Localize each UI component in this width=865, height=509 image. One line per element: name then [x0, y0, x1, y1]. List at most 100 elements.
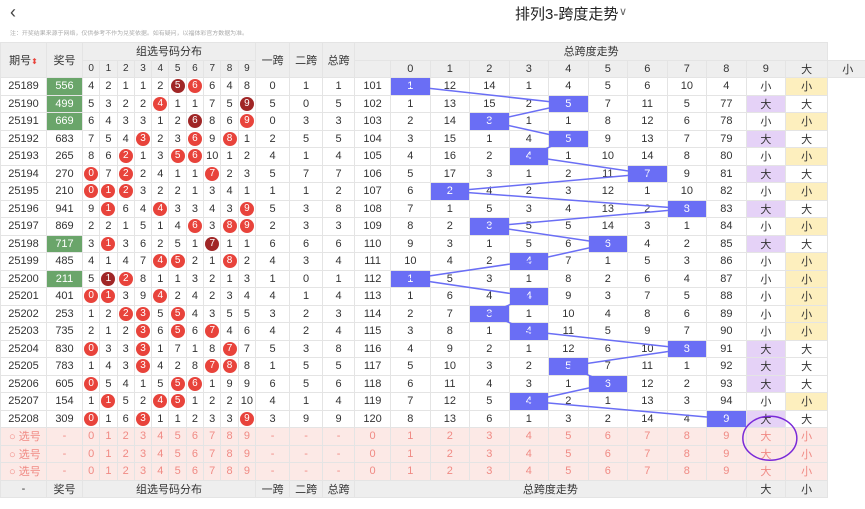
- select-digit-8[interactable]: 8: [221, 428, 238, 446]
- select-label-cell[interactable]: ○ 选号: [1, 445, 47, 463]
- select-digit-9[interactable]: 9: [238, 428, 255, 446]
- trend-miss: 89: [720, 308, 732, 320]
- select-digit-4[interactable]: 4: [152, 428, 169, 446]
- select-big: 大: [760, 431, 771, 443]
- trend-count-cell: 117: [355, 358, 391, 376]
- select-digit-5[interactable]: 5: [169, 428, 186, 446]
- chevron-down-icon[interactable]: ∨: [619, 5, 627, 18]
- select-trend-2[interactable]: 2: [430, 445, 470, 463]
- select-trend-7[interactable]: 7: [628, 463, 668, 481]
- select-digit-4[interactable]: 4: [152, 445, 169, 463]
- select-trend-2[interactable]: 2: [430, 463, 470, 481]
- page-title[interactable]: 排列3-跨度走势: [515, 3, 618, 24]
- select-trend-8[interactable]: 8: [667, 428, 707, 446]
- select-trend-7[interactable]: 7: [628, 445, 668, 463]
- small-cell: 大: [786, 358, 828, 376]
- select-trend-1[interactable]: 1: [391, 428, 431, 446]
- select-small-cell[interactable]: 小: [786, 445, 828, 463]
- total-span-cell: 4: [323, 253, 355, 271]
- select-trend-7[interactable]: 7: [628, 428, 668, 446]
- select-trend-1[interactable]: 1: [391, 463, 431, 481]
- select-digit-7[interactable]: 7: [204, 445, 221, 463]
- select-digit-0[interactable]: 0: [83, 463, 100, 481]
- issue-cell: 25197: [1, 218, 47, 236]
- radio-icon[interactable]: ○: [9, 466, 16, 478]
- big-small-value: 小: [760, 221, 771, 233]
- select-digit-2[interactable]: 2: [117, 445, 134, 463]
- select-trend-4[interactable]: 4: [509, 463, 549, 481]
- select-small-cell[interactable]: 小: [786, 463, 828, 481]
- select-digit-1[interactable]: 1: [100, 445, 117, 463]
- radio-icon[interactable]: ○: [9, 431, 16, 443]
- select-big-cell[interactable]: 大: [746, 445, 786, 463]
- select-digit-1[interactable]: 1: [100, 463, 117, 481]
- select-big-cell[interactable]: 大: [746, 463, 786, 481]
- select-digit-2[interactable]: 2: [117, 428, 134, 446]
- select-digit-0[interactable]: 0: [83, 445, 100, 463]
- select-trend-5[interactable]: 5: [549, 463, 589, 481]
- select-trend-6[interactable]: 6: [588, 428, 628, 446]
- select-trend-3[interactable]: 3: [470, 445, 510, 463]
- prize-cell: 556: [47, 78, 83, 96]
- select-digit: 4: [157, 465, 163, 477]
- select-digit-8[interactable]: 8: [221, 445, 238, 463]
- trend-cell-6: 2: [588, 270, 628, 288]
- total-span-header: 总跨: [328, 55, 350, 67]
- select-digit-8[interactable]: 8: [221, 463, 238, 481]
- select-trend-8[interactable]: 8: [667, 445, 707, 463]
- select-trend-3[interactable]: 3: [470, 463, 510, 481]
- select-digit-6[interactable]: 6: [186, 445, 203, 463]
- select-trend-1[interactable]: 1: [391, 445, 431, 463]
- select-trend-0[interactable]: 0: [355, 428, 391, 446]
- select-digit-4[interactable]: 4: [152, 463, 169, 481]
- select-digit-3[interactable]: 3: [134, 445, 151, 463]
- select-trend-0[interactable]: 0: [355, 445, 391, 463]
- select-digit-1[interactable]: 1: [100, 428, 117, 446]
- select-trend-6[interactable]: 6: [588, 445, 628, 463]
- radio-icon[interactable]: ○: [9, 449, 16, 461]
- select-trend-9[interactable]: 9: [707, 445, 747, 463]
- issue-number: 25207: [8, 395, 39, 407]
- select-digit-3[interactable]: 3: [134, 463, 151, 481]
- two-span-cell: 3: [290, 218, 323, 236]
- select-row[interactable]: ○ 选号 -0 1 2 3 4 5 6 7 8 9- - -0 1 2 3 4 5 6 7 8 9 大小: [1, 428, 865, 446]
- select-trend-8[interactable]: 8: [667, 463, 707, 481]
- select-trend-9[interactable]: 9: [707, 463, 747, 481]
- total-span: 5: [336, 133, 342, 145]
- select-label-cell[interactable]: ○ 选号: [1, 463, 47, 481]
- select-trend-3[interactable]: 3: [470, 428, 510, 446]
- select-trend-5[interactable]: 5: [549, 428, 589, 446]
- trend-cell-2: 11: [430, 375, 470, 393]
- select-trend-4[interactable]: 4: [509, 445, 549, 463]
- select-digit-7[interactable]: 7: [204, 428, 221, 446]
- select-digit-0[interactable]: 0: [83, 428, 100, 446]
- select-trend-4[interactable]: 4: [509, 428, 549, 446]
- select-digit-2[interactable]: 2: [117, 463, 134, 481]
- select-small-cell[interactable]: 小: [786, 428, 828, 446]
- select-digit-9[interactable]: 9: [238, 463, 255, 481]
- hit-ball: 6: [188, 219, 202, 233]
- select-digit-6[interactable]: 6: [186, 428, 203, 446]
- sort-icon[interactable]: ⬍: [31, 57, 38, 66]
- trend-miss: 94: [720, 395, 732, 407]
- select-trend-2[interactable]: 2: [430, 428, 470, 446]
- issue-column-header[interactable]: 期号⬍: [1, 43, 47, 78]
- dist-cell-0: 1: [83, 305, 100, 323]
- back-icon[interactable]: ‹: [10, 2, 16, 23]
- select-big-cell[interactable]: 大: [746, 428, 786, 446]
- select-digit-3[interactable]: 3: [134, 428, 151, 446]
- select-row[interactable]: ○ 选号 -0 1 2 3 4 5 6 7 8 9- - -0 1 2 3 4 5 6 7 8 9 大小: [1, 445, 865, 463]
- select-digit-7[interactable]: 7: [204, 463, 221, 481]
- select-row[interactable]: ○ 选号 -0 1 2 3 4 5 6 7 8 9- - -0 1 2 3 4 5 6 7 8 9 大小: [1, 463, 865, 481]
- select-digit-5[interactable]: 5: [169, 463, 186, 481]
- select-label-cell[interactable]: ○ 选号: [1, 428, 47, 446]
- small-cell: 大: [786, 375, 828, 393]
- select-digit-9[interactable]: 9: [238, 445, 255, 463]
- select-digit-5[interactable]: 5: [169, 445, 186, 463]
- select-trend-9[interactable]: 9: [707, 428, 747, 446]
- select-digit-6[interactable]: 6: [186, 463, 203, 481]
- select-trend-6[interactable]: 6: [588, 463, 628, 481]
- select-trend-5[interactable]: 5: [549, 445, 589, 463]
- trend-miss: 6: [565, 238, 571, 250]
- select-trend-0[interactable]: 0: [355, 463, 391, 481]
